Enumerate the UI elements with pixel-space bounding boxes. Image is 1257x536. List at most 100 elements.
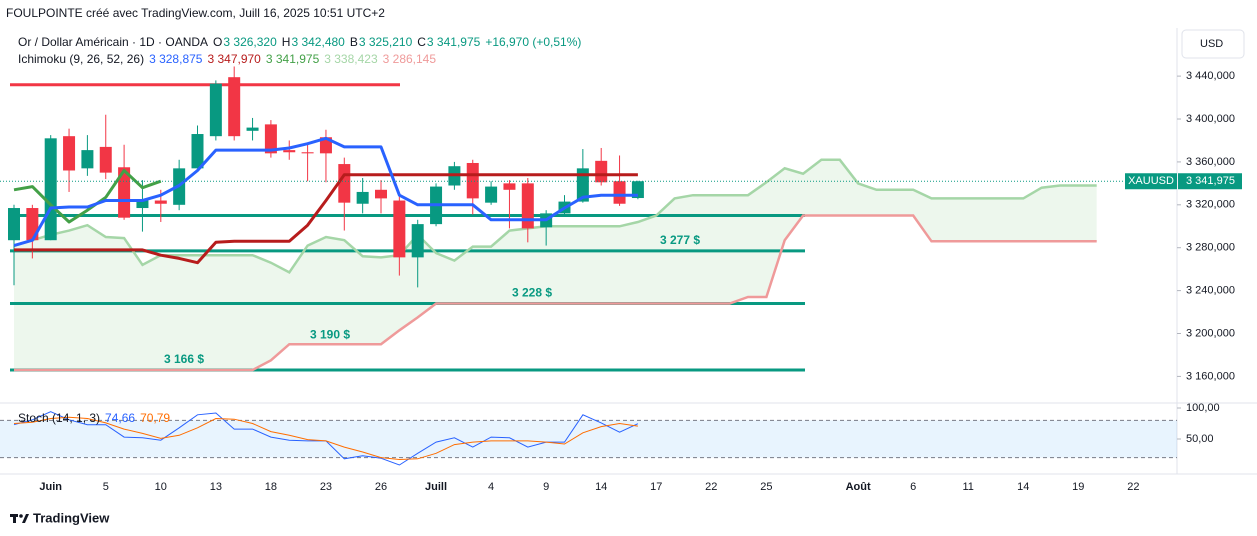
- candle-body: [99, 146, 112, 173]
- candle-body: [209, 83, 222, 137]
- candle-body: [63, 136, 76, 171]
- candle-body: [338, 164, 351, 203]
- y-tick-label: 3 400,000: [1186, 113, 1235, 125]
- annotation: 3 190 $: [310, 327, 350, 341]
- x-tick-label: 26: [375, 481, 387, 493]
- ohlc-value: 3 325,210: [358, 35, 413, 49]
- ichimoku-line: [13, 136, 638, 248]
- symbol-title: Or / Dollar Américain · 1D · OANDA: [18, 35, 209, 49]
- candle-body: [503, 183, 516, 190]
- level-label: 3 166 $: [164, 352, 204, 366]
- x-tick-label: 9: [543, 481, 549, 493]
- candle-body: [264, 124, 277, 154]
- candle-body: [393, 200, 406, 258]
- x-tick-label: Juill: [425, 481, 447, 493]
- x-tick-label: 23: [320, 481, 332, 493]
- x-tick-label: 10: [155, 481, 167, 493]
- currency-button[interactable]: [1181, 29, 1245, 59]
- brand-name: TradingView: [33, 510, 110, 525]
- y-tick-label: 3 440,000: [1186, 70, 1235, 82]
- ichimoku-line: [13, 158, 1097, 275]
- ohlc-key: O: [213, 35, 223, 49]
- indicator-value: 3 328,875: [149, 52, 203, 66]
- candle-body: [246, 127, 259, 131]
- indicator-value: 3 341,975: [265, 52, 320, 66]
- candle-body: [191, 134, 204, 169]
- brand-logo: [10, 514, 29, 523]
- candle-body: [356, 191, 369, 204]
- candle-body: [154, 200, 167, 204]
- y-tick-label: 3 320,000: [1186, 199, 1235, 211]
- price-tag-symbol: XAUUSD: [1128, 175, 1174, 187]
- price-tag-value: 3 341,975: [1186, 175, 1235, 187]
- stoch-band: [0, 420, 1177, 458]
- x-tick-label: 22: [1127, 481, 1139, 493]
- candle-body: [411, 224, 424, 258]
- cloud: [14, 159, 1097, 370]
- candle-body: [613, 181, 626, 204]
- x-tick-label: 19: [1072, 481, 1084, 493]
- candle-body: [375, 189, 387, 199]
- candle-body: [8, 208, 20, 241]
- candle-body: [228, 77, 241, 137]
- ohlc-key: B: [349, 35, 358, 49]
- x-tick-label: 6: [910, 481, 916, 493]
- y-tick-label: 3 280,000: [1186, 242, 1235, 254]
- header-text: FOULPOINTE créé avec TradingView.com, Ju…: [6, 6, 385, 20]
- stoch-line: [13, 416, 638, 461]
- y-tick-label: 3 360,000: [1186, 156, 1235, 168]
- ichimoku-line: [14, 214, 1097, 372]
- ohlc-value: 3 326,320: [223, 35, 277, 49]
- stoch-title: Stoch (14, 1, 3): [18, 411, 101, 425]
- y-tick-label: 3 200,000: [1186, 327, 1235, 339]
- y-tick-label: 100,00: [1186, 402, 1220, 414]
- candle-body: [44, 138, 57, 241]
- x-tick-label: 17: [650, 481, 662, 493]
- indicator-value: 3 347,970: [207, 52, 261, 66]
- candle-body: [466, 162, 479, 199]
- x-tick-label: 18: [265, 481, 277, 493]
- candle-body: [136, 200, 149, 209]
- price-tag-bg: [1178, 173, 1242, 190]
- candle-body: [26, 208, 39, 241]
- indicator-value: 3 338,423: [324, 52, 378, 66]
- x-tick-label: Août: [846, 481, 871, 493]
- x-tick-label: 14: [595, 481, 607, 493]
- currency-label: USD: [1200, 38, 1223, 50]
- y-tick-label: 50,00: [1186, 433, 1214, 445]
- symbol-legend: Or / Dollar Américain · 1D · OANDA O3 326…: [18, 35, 586, 49]
- candle-body: [521, 183, 534, 229]
- x-tick-label: 25: [760, 481, 772, 493]
- level-label: 3 228 $: [512, 286, 552, 300]
- x-tick-label: Juin: [39, 481, 62, 493]
- ohlc-value: 3 342,480: [291, 35, 345, 49]
- y-tick-label: 3 240,000: [1186, 285, 1235, 297]
- ichimoku-line: [14, 173, 638, 265]
- change: +16,970 (+0,51%): [485, 35, 582, 49]
- indicator-title: Ichimoku (9, 26, 52, 26): [18, 52, 145, 66]
- x-tick-label: 14: [1017, 481, 1029, 493]
- x-tick-label: 13: [210, 481, 222, 493]
- x-tick-label: 11: [962, 481, 973, 493]
- candle-body: [118, 167, 131, 218]
- ohlc-value: 3 341,975: [426, 35, 481, 49]
- candle-body: [485, 186, 498, 203]
- stoch-value: 74,66: [105, 411, 136, 425]
- indicator-value: 3 286,145: [382, 52, 437, 66]
- ichimoku-legend: Ichimoku (9, 26, 52, 26) 3 328,875 3 347,9…: [18, 52, 441, 66]
- candle-body: [595, 160, 608, 183]
- candle-body: [301, 152, 314, 154]
- price-tag-symbol-bg: [1125, 173, 1177, 190]
- level-label: 3 277 $: [660, 233, 700, 247]
- x-tick-label: 4: [488, 481, 494, 493]
- ichimoku-line: [13, 169, 162, 224]
- y-tick-label: 3 160,000: [1186, 370, 1235, 382]
- x-tick-label: 22: [705, 481, 717, 493]
- candle-body: [576, 168, 589, 202]
- stoch-legend: Stoch (14, 1, 3) 74,66 70,79: [18, 411, 175, 425]
- stoch-value: 70,79: [140, 411, 171, 425]
- candle-body: [81, 150, 94, 169]
- x-tick-label: 5: [103, 481, 109, 493]
